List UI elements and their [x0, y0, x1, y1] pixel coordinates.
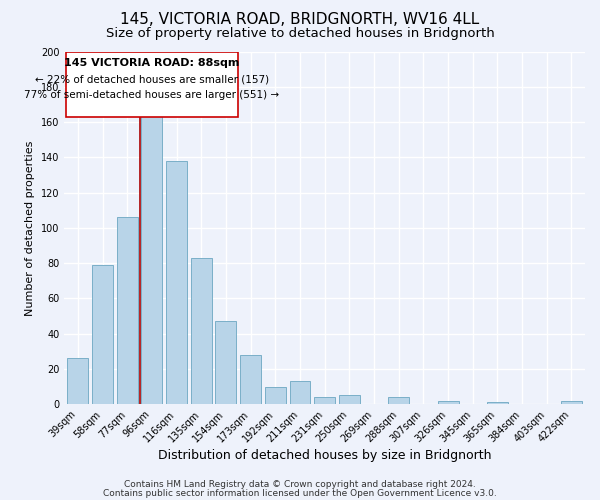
Bar: [166, 161, 187, 404]
Bar: [314, 397, 335, 404]
Bar: [388, 397, 409, 404]
Bar: [339, 396, 360, 404]
FancyBboxPatch shape: [66, 52, 238, 116]
Y-axis label: Number of detached properties: Number of detached properties: [25, 140, 35, 316]
Text: 145, VICTORIA ROAD, BRIDGNORTH, WV16 4LL: 145, VICTORIA ROAD, BRIDGNORTH, WV16 4LL: [121, 12, 479, 28]
Bar: [437, 400, 458, 404]
Bar: [487, 402, 508, 404]
Text: Size of property relative to detached houses in Bridgnorth: Size of property relative to detached ho…: [106, 28, 494, 40]
Bar: [561, 400, 582, 404]
Text: Contains HM Land Registry data © Crown copyright and database right 2024.: Contains HM Land Registry data © Crown c…: [124, 480, 476, 489]
Text: 77% of semi-detached houses are larger (551) →: 77% of semi-detached houses are larger (…: [25, 90, 280, 101]
Bar: [240, 355, 261, 404]
Bar: [67, 358, 88, 404]
X-axis label: Distribution of detached houses by size in Bridgnorth: Distribution of detached houses by size …: [158, 450, 491, 462]
Bar: [265, 386, 286, 404]
Bar: [117, 218, 138, 404]
Text: Contains public sector information licensed under the Open Government Licence v3: Contains public sector information licen…: [103, 488, 497, 498]
Bar: [191, 258, 212, 404]
Text: ← 22% of detached houses are smaller (157): ← 22% of detached houses are smaller (15…: [35, 74, 269, 85]
Bar: [142, 112, 163, 404]
Text: 145 VICTORIA ROAD: 88sqm: 145 VICTORIA ROAD: 88sqm: [64, 58, 239, 68]
Bar: [92, 265, 113, 404]
Bar: [290, 381, 310, 404]
Bar: [215, 322, 236, 404]
